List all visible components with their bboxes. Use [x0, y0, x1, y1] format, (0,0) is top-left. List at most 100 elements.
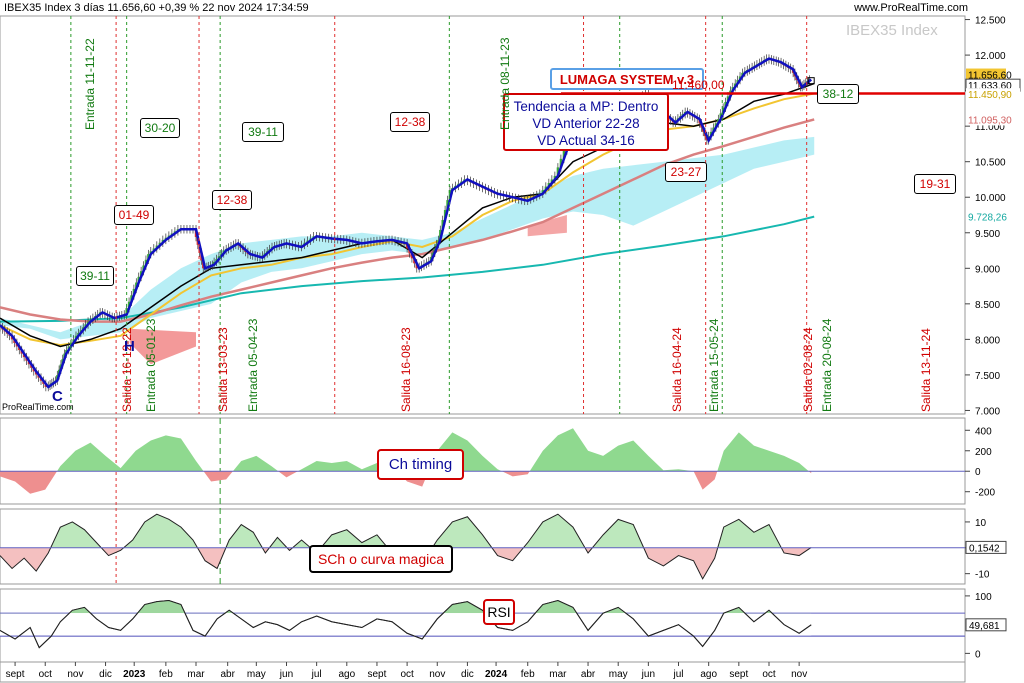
y-tick-label: 0 [975, 467, 981, 478]
sch-positive [0, 514, 812, 548]
signal-date-label: Entrada 08-11-23 [498, 37, 512, 130]
signal-date-label: Entrada 05-01-23 [144, 318, 158, 412]
signal-box: 39-11 [76, 266, 114, 286]
signal-date-label: Salida 16-04-24 [670, 327, 684, 412]
y-tick-label: 10.500 [975, 158, 1006, 169]
price-level-badge: 11.450,90 [966, 88, 1020, 101]
x-tick-label: nov [429, 669, 445, 680]
resistance-label: 11.460,00 [672, 78, 725, 92]
rsi-overbought-fill [69, 600, 772, 614]
last-value-bg [965, 540, 1007, 554]
x-tick-label: jul [673, 669, 684, 680]
x-tick-label: jun [641, 669, 655, 680]
tendencia-box: Tendencia a MP: Dentro VD Anterior 22-28… [503, 93, 669, 151]
price-level-badge: 9.728,26 [966, 210, 1020, 224]
x-tick-label: oct [39, 669, 53, 680]
tendencia-line: VD Anterior 22-28 [532, 116, 640, 131]
rsi-low-positive [0, 600, 812, 637]
x-tick-label: may [247, 669, 266, 680]
price-level-bg [966, 113, 1020, 126]
wave-letter: H [124, 338, 135, 355]
signal-date-label: Entrada 20-08-24 [820, 318, 834, 412]
price-level-text: 11.095,30 [968, 115, 1012, 126]
price-level-bg [966, 210, 1020, 223]
signal-box: 12-38 [212, 190, 252, 210]
x-axis-strip [0, 661, 966, 683]
x-tick-label: nov [791, 669, 807, 680]
ichimoku-cloud [0, 136, 815, 340]
y-tick-label: 9.000 [975, 264, 1000, 275]
signal-date-label: Salida 13-11-24 [919, 328, 933, 412]
chart-header-title: IBEX35 Index 3 días 11.656,60 +0,39 % 22… [4, 2, 309, 14]
price-level-text: 11.633,60 [968, 81, 1012, 92]
sch-label: SCh o curva magica [309, 545, 453, 573]
signal-date-label: Entrada 11-11-22 [83, 38, 97, 130]
ichimoku-cloud-bearish [527, 215, 567, 237]
x-tick-label: 2024 [485, 669, 508, 680]
x-tick-label: sept [6, 669, 25, 680]
price-level-badge: 11.095,30 [966, 113, 1020, 126]
x-tick-label: mar [187, 669, 205, 680]
y-tick-label: 7.000 [975, 406, 1000, 417]
sch-line [0, 513, 812, 580]
x-tick-label: jul [311, 669, 322, 680]
x-tick-label: mar [549, 669, 567, 680]
credit-text: ProRealTime.com [2, 402, 74, 412]
x-tick-label: oct [762, 669, 776, 680]
sch-negative [0, 547, 811, 579]
ichimoku-cloud-bearish [129, 328, 196, 365]
x-tick-label: may [609, 669, 628, 680]
y-tick-label: 8.000 [975, 335, 1000, 346]
y-tick-label: 12.500 [975, 16, 1006, 27]
y-tick-label: -200 [975, 488, 995, 499]
x-tick-label: 2023 [123, 669, 146, 680]
wave-letter: C [52, 388, 63, 405]
signal-date-label: Entrada 05-04-23 [246, 318, 260, 412]
rsi-line [0, 599, 812, 649]
last-close-marker [807, 77, 815, 85]
x-tick-label: ago [338, 669, 355, 680]
last-value-text: 49,681 [969, 621, 1000, 632]
x-tick-label: sept [368, 669, 387, 680]
x-tick-label: dic [99, 669, 112, 680]
signal-date-label: Salida 02-08-24 [801, 327, 815, 412]
y-tick-label: 10.000 [975, 193, 1006, 204]
chtiming-label: Ch timing [377, 449, 464, 480]
x-tick-label: feb [521, 669, 535, 680]
x-tick-label: jun [279, 669, 293, 680]
y-tick-label: 10 [975, 518, 987, 529]
signal-box: 30-20 [140, 118, 180, 138]
x-tick-label: abr [581, 669, 596, 680]
last-value-bg [965, 618, 1007, 632]
signal-box: 39-11 [242, 122, 284, 142]
candle-body [562, 150, 566, 159]
x-tick-label: dic [461, 669, 474, 680]
y-tick-label: 11.000 [975, 122, 1005, 133]
candle-body [556, 167, 560, 176]
x-tick-label: oct [400, 669, 414, 680]
tendencia-line: Tendencia a MP: Dentro [513, 99, 659, 114]
signal-box: 38-12 [817, 84, 859, 104]
x-tick-label: nov [67, 669, 83, 680]
y-tick-label: 100 [975, 592, 992, 603]
y-tick-label: 12.000 [975, 51, 1006, 62]
signal-date-label: Salida 16-08-23 [399, 327, 413, 412]
y-tick-label: 8.500 [975, 300, 1000, 311]
signal-box: 19-31 [914, 174, 956, 194]
price-level-text: 9.728,26 [968, 213, 1007, 224]
signal-box: 01-49 [114, 205, 154, 225]
x-tick-label: feb [159, 669, 173, 680]
y-tick-label: 9.500 [975, 229, 1000, 240]
rsi-label: RSI [483, 599, 515, 625]
last-value-text: 0,1542 [969, 543, 1000, 554]
tendencia-line: VD Actual 34-16 [537, 133, 635, 148]
price-level-text: 11.656,60 [968, 71, 1012, 82]
signal-box: 12-38 [390, 112, 430, 132]
y-tick-label: 0 [975, 649, 981, 660]
y-tick-label: -10 [975, 570, 990, 581]
price-level-text: 11.450,90 [968, 90, 1012, 101]
x-tick-label: abr [220, 669, 235, 680]
y-tick-label: 200 [975, 447, 992, 458]
x-tick-label: sept [729, 669, 748, 680]
